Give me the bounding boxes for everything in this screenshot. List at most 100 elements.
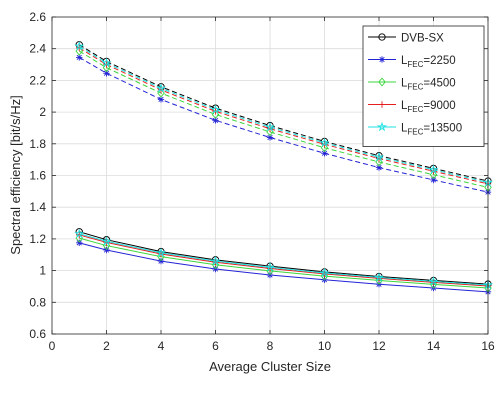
- marker-star: [319, 267, 330, 278]
- marker-star: [210, 255, 221, 266]
- marker-star: [101, 57, 112, 68]
- legend-marker: [376, 121, 388, 132]
- marker-star: [74, 228, 85, 239]
- grid-lines: [52, 17, 488, 334]
- dashed-point: [430, 176, 437, 184]
- axis-ticks: 0 2 4 6 8 10 12 14 16 0.6 0.8 1 1.2 1.4 1.6 1.8 2 2.2 2.4 2…: [29, 10, 495, 353]
- marker-asterisk-d2: [376, 164, 382, 171]
- solid-point: [319, 267, 330, 278]
- legend-marker: [378, 33, 386, 41]
- marker-star: [373, 151, 385, 162]
- dashed-point: [429, 170, 438, 180]
- legend-entry: LFEC=4500: [368, 78, 456, 92]
- marker-star: [264, 262, 276, 272]
- legend-entry: DVB-SX: [368, 33, 444, 45]
- solid-point: [428, 276, 439, 286]
- dashed-point: [428, 164, 439, 175]
- legend-marker: [378, 101, 386, 108]
- marker-diamond: [320, 143, 329, 153]
- y-axis-label: Spectral efficiency [bit/s/Hz]: [8, 95, 23, 254]
- dashed-point: [375, 157, 383, 167]
- marker-circle: [378, 33, 386, 41]
- y-tick-label: 2.4: [29, 42, 46, 56]
- marker-star: [428, 276, 439, 286]
- legend-box: [362, 25, 485, 147]
- y-tick-label: 1.2: [29, 232, 46, 246]
- y-tick-label: 0.8: [29, 295, 46, 309]
- marker-asterisk-d2: [321, 150, 328, 156]
- solid-point: [155, 247, 167, 258]
- dashed-point: [155, 83, 167, 93]
- y-tick-label: 0.6: [29, 327, 46, 341]
- x-tick-label: 8: [267, 339, 274, 353]
- dashed-point: [373, 151, 385, 162]
- dashed-point: [319, 137, 330, 148]
- y-tick-label: 1.4: [29, 200, 46, 214]
- dashed-point: [210, 104, 221, 114]
- y-tick-label: 1.6: [29, 169, 46, 183]
- legend-label: DVB-SX: [401, 33, 444, 45]
- solid-point: [74, 228, 85, 239]
- x-tick-label: 6: [212, 339, 219, 353]
- marker-star: [319, 137, 330, 148]
- marker-star: [428, 164, 439, 175]
- marker-diamond: [429, 170, 438, 180]
- x-tick-label: 0: [49, 339, 56, 353]
- solid-point: [101, 236, 112, 246]
- solid-point: [210, 255, 221, 266]
- x-tick-label: 4: [158, 339, 165, 353]
- y-tick-label: 1: [39, 264, 46, 278]
- marker-asterisk-d2: [76, 54, 82, 61]
- legend-marker: [378, 77, 386, 87]
- marker-star: [264, 121, 276, 132]
- dashed-line: [78, 45, 489, 183]
- x-tick-label: 16: [481, 339, 495, 353]
- marker-asterisk-d2: [103, 70, 110, 76]
- marker-diamond: [375, 157, 383, 167]
- series-lfec-13500: [74, 41, 494, 290]
- y-tick-label: 1.8: [29, 137, 46, 151]
- legend-entry: LFEC=9000: [368, 100, 456, 114]
- marker-asterisk-d2: [379, 56, 385, 63]
- marker-star: [155, 247, 167, 258]
- y-tick-label: 2.2: [29, 73, 46, 87]
- x-tick-label: 12: [372, 339, 386, 353]
- marker-asterisk-d2: [158, 96, 164, 103]
- legend-label: LFEC=13500: [401, 123, 462, 137]
- dashed-point: [101, 57, 112, 68]
- marker-star: [155, 83, 167, 93]
- x-tick-label: 2: [103, 339, 110, 353]
- series-lines: [74, 41, 494, 296]
- dashed-line: [78, 50, 489, 188]
- legend-marker: [378, 56, 386, 63]
- solid-point: [76, 239, 83, 247]
- solid-point: [264, 262, 276, 272]
- y-tick-label: 2.6: [29, 10, 46, 24]
- legend-entry: LFEC=13500: [368, 121, 462, 137]
- solid-point: [373, 272, 385, 282]
- dashed-line: [78, 44, 489, 182]
- marker-asterisk-d2: [267, 134, 273, 141]
- legend-label: LFEC=2250: [401, 55, 456, 69]
- x-axis-label: Average Cluster Size: [209, 359, 331, 374]
- marker-star: [373, 272, 385, 282]
- marker-asterisk-d2: [430, 177, 437, 183]
- marker-asterisk-d2: [76, 240, 82, 246]
- x-tick-label: 14: [427, 339, 441, 353]
- solid-line: [79, 233, 489, 286]
- marker-star: [376, 121, 388, 132]
- marker-asterisk-d2: [212, 117, 219, 123]
- marker-star: [101, 236, 112, 246]
- marker-diamond: [378, 77, 386, 87]
- dashed-point: [264, 121, 276, 132]
- legend-entry: LFEC=2250: [368, 55, 456, 69]
- x-tick-label: 10: [318, 339, 332, 353]
- legend-label: LFEC=9000: [401, 100, 456, 114]
- dashed-line: [78, 56, 489, 193]
- dashed-point: [375, 164, 383, 171]
- y-tick-label: 2: [39, 105, 46, 119]
- marker-star: [74, 41, 85, 51]
- dashed-point: [320, 143, 329, 153]
